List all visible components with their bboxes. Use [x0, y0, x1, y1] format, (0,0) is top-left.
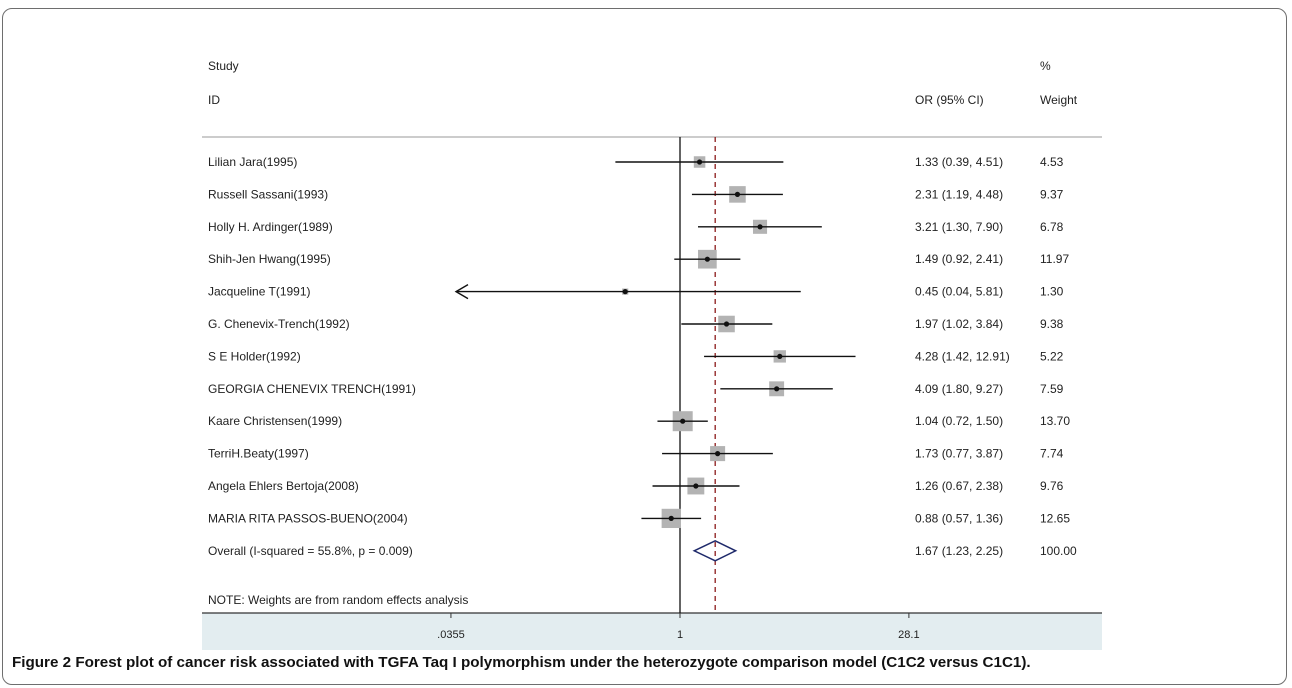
weight-value: 7.74: [1040, 447, 1064, 461]
overall-diamond: [692, 539, 738, 562]
weight-value: 1.30: [1040, 285, 1064, 299]
study-label: Jacqueline T(1991): [208, 285, 311, 299]
study-label: Russell Sassani(1993): [208, 187, 328, 201]
figure-caption: Figure 2 Forest plot of cancer risk asso…: [12, 654, 1287, 671]
x-tick-label: .0355: [437, 629, 465, 641]
or-ci-value: 0.45 (0.04, 5.81): [915, 285, 1003, 299]
or-header: OR (95% CI): [915, 93, 984, 107]
or-ci-value: 2.31 (1.19, 4.48): [915, 187, 1003, 201]
or-ci-value: 4.09 (1.80, 9.27): [915, 382, 1003, 396]
study-label: S E Holder(1992): [208, 349, 301, 363]
point-estimate: [696, 159, 703, 165]
weight-value: 6.78: [1040, 220, 1064, 234]
overall-or-ci: 1.67 (1.23, 2.25): [915, 544, 1003, 558]
id-header: ID: [208, 93, 220, 107]
weight-value: 5.22: [1040, 349, 1064, 363]
point-estimate: [715, 451, 721, 457]
study-header: Study: [208, 59, 239, 73]
study-label: GEORGIA CHENEVIX TRENCH(1991): [208, 382, 416, 396]
weight-value: 9.76: [1040, 479, 1064, 493]
weight-value: 4.53: [1040, 155, 1064, 169]
study-label: G. Chenevix-Trench(1992): [208, 317, 350, 331]
weight-value: 11.97: [1040, 252, 1069, 266]
or-ci-value: 1.04 (0.72, 1.50): [915, 414, 1003, 428]
overall-weight: 100.00: [1040, 544, 1077, 558]
percent-header: %: [1040, 59, 1051, 73]
x-tick-label: 28.1: [898, 629, 919, 641]
forest-plot: Study ID OR (95% CI) % Weight Lilian Jar…: [202, 59, 1102, 650]
point-estimate: [734, 191, 741, 197]
point-estimate: [777, 353, 783, 359]
caption-text: Forest plot of cancer risk associated wi…: [75, 654, 1031, 671]
weight-value: 9.38: [1040, 317, 1064, 331]
study-label: Kaare Christensen(1999): [208, 414, 342, 428]
or-ci-value: 4.28 (1.42, 12.91): [915, 349, 1010, 363]
point-estimate: [704, 256, 710, 262]
or-ci-value: 1.49 (0.92, 2.41): [915, 252, 1003, 266]
study-label: Shih-Jen Hwang(1995): [208, 252, 331, 266]
weight-value: 7.59: [1040, 382, 1064, 396]
overall-label: Overall (I-squared = 55.8%, p = 0.009): [208, 544, 413, 558]
point-estimate: [668, 515, 674, 522]
study-label: TerriH.Beaty(1997): [208, 447, 309, 461]
ci-arrow-left: [454, 283, 469, 300]
study-label: Holly H. Ardinger(1989): [208, 220, 333, 234]
study-label: Angela Ehlers Bertoja(2008): [208, 479, 359, 493]
point-estimate: [774, 386, 780, 392]
axis-band: [202, 613, 1102, 650]
or-ci-value: 1.73 (0.77, 3.87): [915, 447, 1003, 461]
or-ci-value: 3.21 (1.30, 7.90): [915, 220, 1003, 234]
or-ci-value: 0.88 (0.57, 1.36): [915, 511, 1003, 525]
note-text: NOTE: Weights are from random effects an…: [208, 593, 468, 607]
or-ci-value: 1.33 (0.39, 4.51): [915, 155, 1003, 169]
study-label: MARIA RITA PASSOS-BUENO(2004): [208, 511, 408, 525]
figure-frame: [2, 8, 1287, 685]
point-estimate: [622, 289, 628, 295]
x-tick-label: 1: [677, 629, 683, 641]
point-estimate: [723, 321, 730, 327]
weight-value: 9.37: [1040, 187, 1064, 201]
or-ci-value: 1.26 (0.67, 2.38): [915, 479, 1003, 493]
or-ci-value: 1.97 (1.02, 3.84): [915, 317, 1003, 331]
caption-label: Figure 2: [12, 654, 72, 671]
study-label: Lilian Jara(1995): [208, 155, 297, 169]
weight-value: 13.70: [1040, 414, 1070, 428]
weight-value: 12.65: [1040, 511, 1070, 525]
point-estimate: [680, 418, 686, 424]
weight-header: Weight: [1040, 93, 1078, 107]
point-estimate: [693, 483, 699, 489]
point-estimate: [757, 224, 763, 230]
